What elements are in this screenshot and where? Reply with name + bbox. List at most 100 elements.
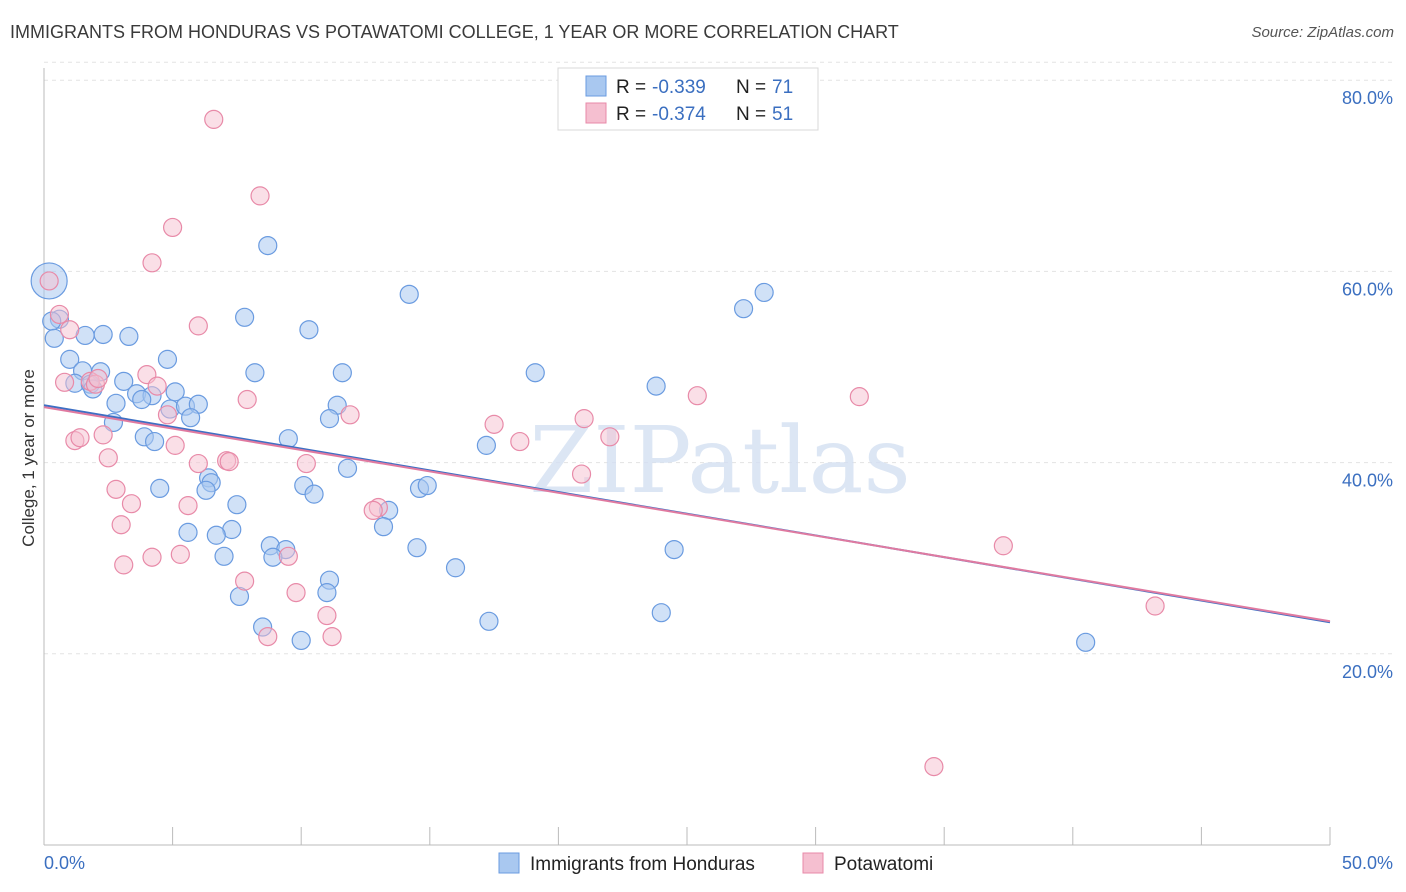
point-potawatomi-22	[114, 555, 134, 575]
point-potawatomi-31	[286, 583, 306, 603]
point-potawatomi-44	[849, 387, 869, 407]
point-honduras-31	[332, 363, 352, 383]
point-potawatomi-43	[687, 386, 707, 406]
x-tick-label-max: 50.0%	[1342, 853, 1393, 873]
point-honduras-6	[119, 326, 139, 347]
axes	[43, 68, 1331, 846]
point-potawatomi-23	[163, 217, 183, 238]
point-honduras-56	[291, 630, 311, 651]
point-potawatomi-47	[924, 757, 944, 777]
stats-legend: R = -0.339 N = 71 R = -0.374 N = 51	[557, 67, 819, 131]
point-honduras-59	[417, 475, 437, 496]
point-potawatomi-48	[219, 452, 239, 472]
legend-n-label-2: N =	[736, 104, 766, 125]
point-honduras-38	[196, 480, 216, 500]
point-honduras-5	[93, 324, 113, 345]
point-potawatomi-21	[170, 544, 190, 564]
grid-lines	[44, 61, 1393, 655]
y-tick-label-20: 20.0%	[1342, 662, 1393, 682]
point-honduras-3	[44, 328, 64, 348]
point-honduras-13	[114, 371, 134, 391]
point-honduras-17	[106, 393, 126, 413]
legend-r-value-1: -0.339	[652, 77, 706, 98]
point-honduras-44	[373, 517, 394, 537]
point-honduras-35	[337, 458, 358, 478]
point-honduras-39	[150, 478, 170, 499]
x-tick-label-min: 0.0%	[44, 853, 85, 873]
point-potawatomi-20	[142, 547, 162, 567]
point-honduras-54	[317, 583, 337, 603]
point-potawatomi-27	[250, 186, 270, 206]
y-tick-labels: 20.0% 40.0% 60.0% 80.0%	[1342, 88, 1393, 682]
point-honduras-16	[165, 382, 185, 402]
point-potawatomi-7	[147, 376, 167, 396]
legend-swatch-blue	[585, 75, 607, 97]
bottom-legend-swatch-potawatomi	[802, 852, 824, 874]
point-honduras-64	[525, 363, 545, 383]
point-potawatomi-45	[993, 536, 1013, 556]
point-honduras-65	[646, 376, 666, 396]
point-honduras-66	[664, 539, 684, 560]
bottom-legend-honduras: Immigrants from Honduras	[530, 854, 755, 875]
point-potawatomi-10	[70, 428, 90, 448]
watermark: ZIPatlas	[529, 407, 910, 514]
legend-r-label-2: R =	[616, 104, 646, 125]
point-potawatomi-49	[363, 500, 383, 520]
point-honduras-28	[258, 235, 278, 256]
trend-lines	[43, 404, 1331, 624]
point-honduras-51	[214, 546, 234, 566]
point-honduras-30	[299, 320, 319, 340]
point-honduras-33	[319, 409, 340, 429]
point-potawatomi-41	[571, 464, 592, 484]
point-potawatomi-40	[574, 409, 594, 429]
series-legend: Immigrants from Honduras Potawatomi	[498, 852, 933, 875]
point-potawatomi-39	[510, 431, 530, 452]
series-potawatomi-points	[39, 109, 1165, 777]
point-honduras-69	[754, 282, 774, 303]
point-potawatomi-13	[165, 435, 185, 455]
point-potawatomi-42	[600, 427, 620, 447]
point-potawatomi-24	[142, 253, 162, 273]
point-honduras-27	[235, 307, 255, 327]
legend-n-label-1: N =	[736, 77, 766, 98]
point-potawatomi-29	[296, 453, 316, 474]
point-honduras-70	[1076, 632, 1096, 652]
point-honduras-22	[181, 408, 201, 428]
point-potawatomi-3	[54, 372, 75, 392]
point-potawatomi-19	[111, 515, 131, 535]
y-axis-label: College, 1 year or more	[19, 369, 38, 547]
point-potawatomi-32	[235, 571, 255, 591]
point-potawatomi-14	[188, 453, 208, 474]
point-potawatomi-34	[322, 626, 342, 647]
point-honduras-57	[399, 284, 419, 304]
y-tick-label-60: 60.0%	[1342, 279, 1393, 299]
legend-r-value-2: -0.374	[652, 104, 706, 125]
point-honduras-61	[445, 558, 466, 578]
trend-line-potawatomi	[43, 406, 1331, 623]
legend-n-value-2: 51	[772, 104, 793, 125]
point-honduras-46	[178, 522, 198, 542]
point-potawatomi-17	[121, 494, 142, 514]
point-potawatomi-33	[317, 605, 337, 626]
y-tick-label-80: 80.0%	[1342, 88, 1393, 108]
point-potawatomi-11	[93, 425, 113, 445]
point-potawatomi-2	[60, 320, 80, 340]
point-potawatomi-35	[258, 626, 278, 647]
point-honduras-60	[407, 538, 427, 558]
point-honduras-62	[476, 435, 496, 455]
point-honduras-18	[132, 389, 152, 410]
point-potawatomi-8	[157, 405, 178, 425]
legend-n-value-1: 71	[772, 77, 793, 98]
point-potawatomi-18	[178, 496, 198, 516]
point-potawatomi-28	[237, 389, 257, 410]
point-potawatomi-36	[340, 405, 360, 425]
point-honduras-68	[733, 299, 754, 319]
point-potawatomi-1	[49, 304, 70, 325]
point-potawatomi-12	[98, 448, 118, 468]
bottom-legend-potawatomi: Potawatomi	[834, 854, 933, 875]
point-honduras-47	[206, 525, 226, 545]
point-potawatomi-16	[106, 479, 126, 499]
y-tick-label-40: 40.0%	[1342, 471, 1393, 491]
point-potawatomi-38	[484, 414, 504, 434]
